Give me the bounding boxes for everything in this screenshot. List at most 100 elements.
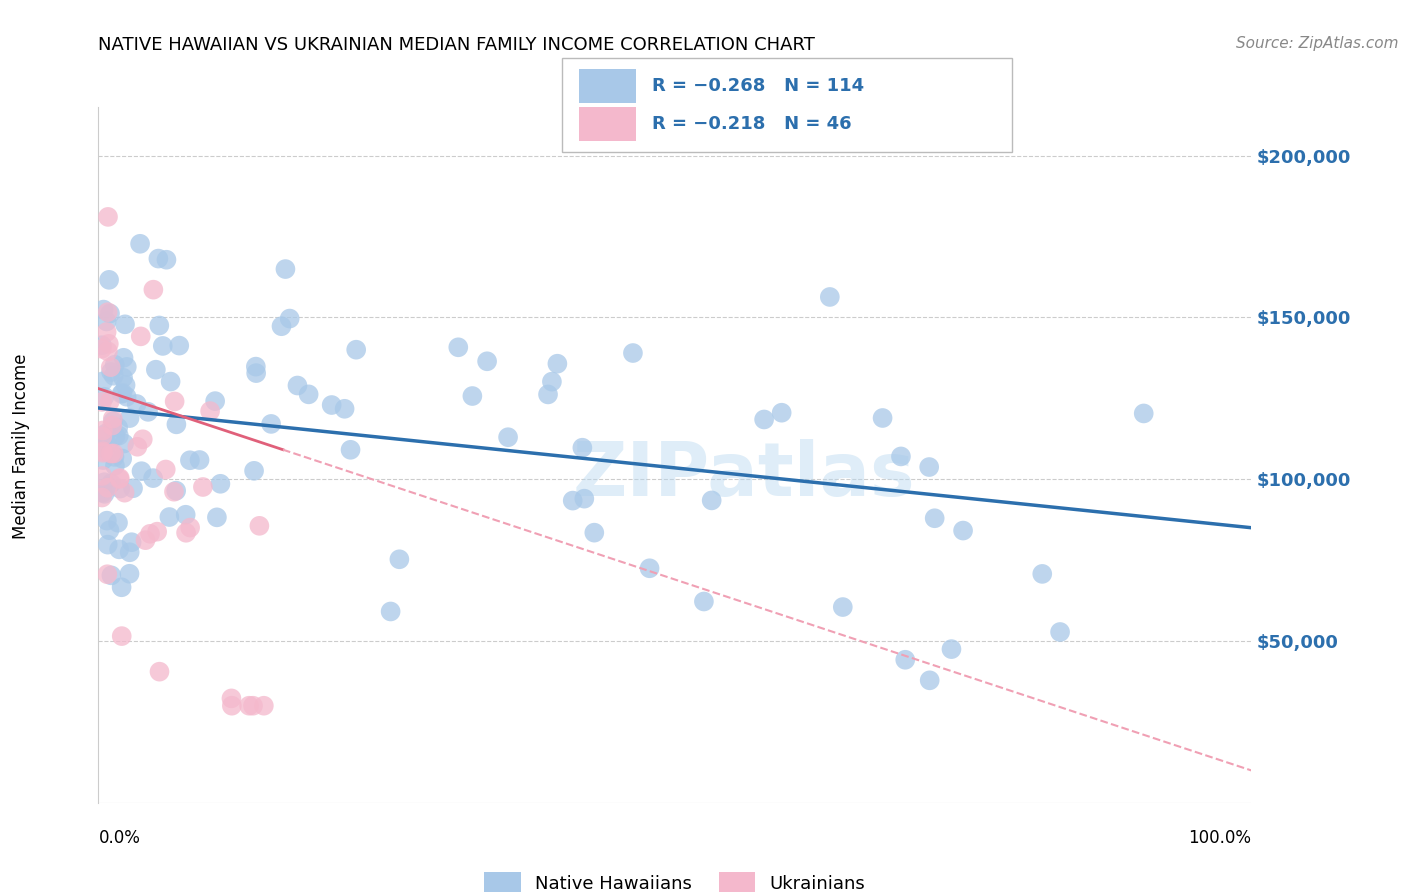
Point bbox=[179, 453, 201, 467]
Point bbox=[204, 394, 226, 409]
Point bbox=[104, 429, 127, 443]
Point bbox=[188, 453, 211, 467]
Point bbox=[146, 524, 169, 539]
Text: R = −0.268   N = 114: R = −0.268 N = 114 bbox=[652, 77, 865, 95]
Point bbox=[91, 444, 114, 458]
Point bbox=[91, 469, 114, 483]
Point bbox=[118, 566, 141, 581]
Point bbox=[221, 691, 243, 706]
Point bbox=[96, 437, 118, 451]
Point bbox=[918, 460, 941, 475]
Point bbox=[245, 366, 267, 380]
Point bbox=[770, 406, 793, 420]
Point bbox=[209, 476, 232, 491]
Point bbox=[100, 568, 122, 582]
Point bbox=[561, 493, 583, 508]
Point bbox=[107, 516, 129, 530]
Point bbox=[96, 514, 118, 528]
Point bbox=[127, 440, 149, 454]
Point bbox=[100, 446, 122, 460]
Point bbox=[287, 378, 309, 392]
Point bbox=[104, 358, 127, 372]
Point bbox=[571, 441, 593, 455]
Point bbox=[924, 511, 946, 525]
Point bbox=[148, 318, 170, 333]
Point bbox=[94, 426, 117, 441]
Point bbox=[129, 236, 152, 251]
Point bbox=[388, 552, 411, 566]
Text: Median Family Income: Median Family Income bbox=[13, 353, 30, 539]
Point bbox=[700, 493, 723, 508]
Point bbox=[131, 464, 153, 478]
Point bbox=[475, 354, 498, 368]
Point bbox=[111, 386, 134, 401]
Point bbox=[90, 338, 112, 352]
Point bbox=[339, 442, 361, 457]
Point bbox=[165, 417, 187, 432]
Point bbox=[638, 561, 661, 575]
Point bbox=[152, 339, 174, 353]
Point bbox=[132, 432, 155, 446]
Point bbox=[122, 481, 145, 495]
Point bbox=[107, 428, 129, 442]
Point bbox=[91, 433, 114, 447]
Point bbox=[537, 387, 560, 401]
Point bbox=[110, 482, 132, 496]
Text: Source: ZipAtlas.com: Source: ZipAtlas.com bbox=[1236, 36, 1399, 51]
Point bbox=[112, 436, 135, 450]
Point bbox=[96, 567, 118, 582]
Point bbox=[97, 336, 120, 351]
Point bbox=[191, 480, 214, 494]
Point bbox=[115, 390, 138, 404]
Point bbox=[103, 450, 125, 464]
Point bbox=[97, 210, 120, 224]
Point bbox=[100, 365, 122, 379]
Point bbox=[93, 390, 115, 404]
Point bbox=[1031, 566, 1053, 581]
Point bbox=[163, 484, 186, 499]
Point bbox=[159, 375, 181, 389]
Point bbox=[872, 411, 894, 425]
Point bbox=[101, 418, 124, 433]
Point bbox=[96, 314, 118, 328]
Point bbox=[96, 325, 118, 339]
Point bbox=[98, 523, 121, 537]
Point bbox=[148, 665, 170, 679]
Point bbox=[100, 476, 122, 491]
Point bbox=[148, 252, 170, 266]
Point bbox=[91, 440, 114, 454]
Point bbox=[541, 375, 564, 389]
Point bbox=[112, 351, 135, 365]
Point bbox=[108, 471, 131, 485]
Point bbox=[145, 362, 167, 376]
Point bbox=[98, 306, 121, 320]
Point bbox=[952, 524, 974, 538]
Point bbox=[142, 283, 165, 297]
Point bbox=[165, 483, 187, 498]
Point bbox=[344, 343, 367, 357]
Point bbox=[221, 698, 243, 713]
Point bbox=[139, 526, 162, 541]
Point bbox=[125, 397, 148, 411]
Point bbox=[110, 387, 132, 401]
Point bbox=[129, 329, 152, 343]
Point bbox=[155, 252, 177, 267]
Point bbox=[101, 414, 124, 428]
Point bbox=[247, 518, 270, 533]
Point bbox=[107, 420, 129, 434]
Point bbox=[253, 698, 276, 713]
Point bbox=[583, 525, 606, 540]
Point bbox=[134, 533, 156, 548]
Point bbox=[461, 389, 484, 403]
Point bbox=[115, 359, 138, 374]
Point bbox=[179, 520, 201, 534]
Point bbox=[546, 357, 568, 371]
Text: 100.0%: 100.0% bbox=[1188, 829, 1251, 847]
Point bbox=[110, 580, 132, 594]
Point bbox=[91, 446, 114, 460]
Point bbox=[118, 545, 141, 559]
Point bbox=[101, 411, 124, 425]
Point bbox=[91, 453, 114, 467]
Point bbox=[97, 481, 120, 495]
Point bbox=[91, 395, 114, 409]
